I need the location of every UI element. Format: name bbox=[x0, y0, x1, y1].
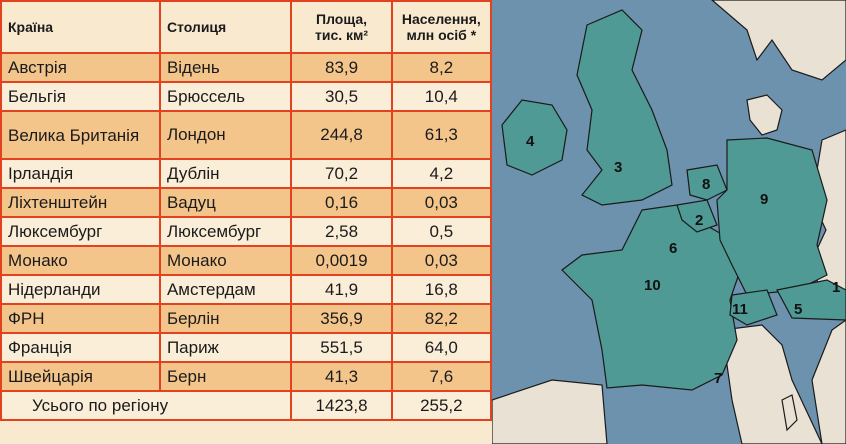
cell-population: 0,5 bbox=[390, 216, 493, 247]
cell-country: Нідерланди bbox=[0, 274, 161, 305]
cell-country: Велика Британія bbox=[0, 110, 161, 160]
map-label-austria: 1 bbox=[832, 279, 840, 296]
table-row: Люксембург Люксембург 2,58 0,5 bbox=[0, 216, 493, 247]
cell-area: 356,9 bbox=[290, 303, 393, 334]
map-label-monaco: 7 bbox=[714, 370, 722, 387]
header-area: Площа, тис. км² bbox=[290, 0, 393, 54]
cell-population: 0,03 bbox=[390, 187, 493, 218]
cell-country: Монако bbox=[0, 245, 161, 276]
cell-country: Люксембург bbox=[0, 216, 161, 247]
great-britain-shape bbox=[576, 9, 673, 206]
map-label-great-britain: 3 bbox=[614, 159, 622, 176]
cell-capital: Амстердам bbox=[158, 274, 293, 305]
table-row: Франція Париж 551,5 64,0 bbox=[0, 332, 493, 363]
countries-table-panel: Країна Столиця Площа, тис. км² Населення,… bbox=[0, 0, 493, 421]
france-shape bbox=[561, 204, 743, 391]
western-europe-map: 4 3 8 2 6 9 10 11 5 7 1 bbox=[492, 0, 846, 444]
map-label-ireland: 4 bbox=[526, 133, 535, 150]
cell-area: 2,58 bbox=[290, 216, 393, 247]
cell-capital: Брюссель bbox=[158, 81, 293, 112]
map-label-liechtenstein: 11 bbox=[732, 301, 748, 318]
austria-shape bbox=[776, 279, 846, 321]
cell-population: 61,3 bbox=[390, 110, 493, 160]
cell-population: 8,2 bbox=[390, 52, 493, 83]
countries-table: Країна Столиця Площа, тис. км² Населення,… bbox=[0, 0, 493, 421]
cell-population: 4,2 bbox=[390, 158, 493, 189]
table-total-row: Усього по регіону 1423,8 255,2 bbox=[0, 390, 493, 421]
cell-area: 41,3 bbox=[290, 361, 393, 392]
cell-capital: Берлін bbox=[158, 303, 293, 334]
header-area-line2: тис. км² bbox=[315, 27, 369, 43]
corsica-shape bbox=[781, 394, 798, 432]
table-row: Австрія Відень 83,9 8,2 bbox=[0, 52, 493, 83]
header-country-label: Країна bbox=[8, 19, 54, 35]
header-capital-label: Столиця bbox=[166, 19, 227, 35]
cell-country: Австрія bbox=[0, 52, 161, 83]
cell-total-population: 255,2 bbox=[390, 390, 493, 421]
table-row: Ліхтенштейн Вадуц 0,16 0,03 bbox=[0, 187, 493, 218]
italy-land bbox=[721, 324, 823, 444]
map-label-france: 10 bbox=[644, 277, 661, 294]
cell-population: 16,8 bbox=[390, 274, 493, 305]
table-row: Нідерланди Амстердам 41,9 16,8 bbox=[0, 274, 493, 305]
cell-total-area: 1423,8 bbox=[290, 390, 393, 421]
table-row: Ірландія Дублін 70,2 4,2 bbox=[0, 158, 493, 189]
table-row: ФРН Берлін 356,9 82,2 bbox=[0, 303, 493, 334]
ireland-shape bbox=[501, 99, 568, 176]
table-body: Австрія Відень 83,9 8,2 Бельгія Брюссель 30,5 1… bbox=[0, 52, 493, 421]
cell-population: 82,2 bbox=[390, 303, 493, 334]
cell-total-label: Усього по регіону bbox=[0, 390, 293, 421]
map-label-switzerland: 5 bbox=[794, 301, 802, 318]
cell-population: 0,03 bbox=[390, 245, 493, 276]
cell-area: 551,5 bbox=[290, 332, 393, 363]
switzerland-shape bbox=[729, 289, 778, 326]
table-row: Швейцарія Берн 41,3 7,6 bbox=[0, 361, 493, 392]
table-header-row: Країна Столиця Площа, тис. км² Населення,… bbox=[0, 0, 493, 54]
netherlands-shape bbox=[686, 164, 728, 201]
cell-area: 0,0019 bbox=[290, 245, 393, 276]
cell-area: 30,5 bbox=[290, 81, 393, 112]
cell-area: 244,8 bbox=[290, 110, 393, 160]
header-country: Країна bbox=[0, 0, 161, 54]
cell-capital: Вадуц bbox=[158, 187, 293, 218]
cell-country: ФРН bbox=[0, 303, 161, 334]
cell-country: Ліхтенштейн bbox=[0, 187, 161, 218]
belgium-shape bbox=[676, 199, 718, 233]
table-row: Монако Монако 0,0019 0,03 bbox=[0, 245, 493, 276]
cell-capital: Париж bbox=[158, 332, 293, 363]
scandinavia-land bbox=[711, 0, 846, 81]
cell-population: 7,6 bbox=[390, 361, 493, 392]
header-population-line1: Населення, bbox=[401, 11, 481, 27]
iberia-land bbox=[492, 379, 608, 444]
cell-country: Франція bbox=[0, 332, 161, 363]
cell-area: 0,16 bbox=[290, 187, 393, 218]
table-row: Бельгія Брюссель 30,5 10,4 bbox=[0, 81, 493, 112]
header-capital: Столиця bbox=[158, 0, 293, 54]
cell-country: Швейцарія bbox=[0, 361, 161, 392]
cell-capital: Відень bbox=[158, 52, 293, 83]
map-svg: 4 3 8 2 6 9 10 11 5 7 1 bbox=[492, 0, 846, 444]
cell-capital: Люксембург bbox=[158, 216, 293, 247]
map-label-netherlands: 8 bbox=[702, 176, 710, 193]
cell-capital: Дублін bbox=[158, 158, 293, 189]
cell-area: 41,9 bbox=[290, 274, 393, 305]
map-label-luxembourg: 6 bbox=[669, 240, 677, 257]
map-label-germany: 9 bbox=[760, 191, 768, 208]
cell-area: 83,9 bbox=[290, 52, 393, 83]
header-population-line2: млн осіб * bbox=[406, 27, 477, 43]
cell-population: 64,0 bbox=[390, 332, 493, 363]
cell-country: Бельгія bbox=[0, 81, 161, 112]
map-label-belgium: 2 bbox=[695, 212, 703, 229]
cell-country: Ірландія bbox=[0, 158, 161, 189]
header-population: Населення, млн осіб * bbox=[390, 0, 493, 54]
table-row: Велика Британія Лондон 244,8 61,3 bbox=[0, 110, 493, 160]
cell-population: 10,4 bbox=[390, 81, 493, 112]
cell-area: 70,2 bbox=[290, 158, 393, 189]
cell-capital: Лондон bbox=[158, 110, 293, 160]
header-area-line1: Площа, bbox=[316, 11, 368, 27]
denmark-land bbox=[746, 94, 783, 136]
cell-capital: Монако bbox=[158, 245, 293, 276]
cell-capital: Берн bbox=[158, 361, 293, 392]
